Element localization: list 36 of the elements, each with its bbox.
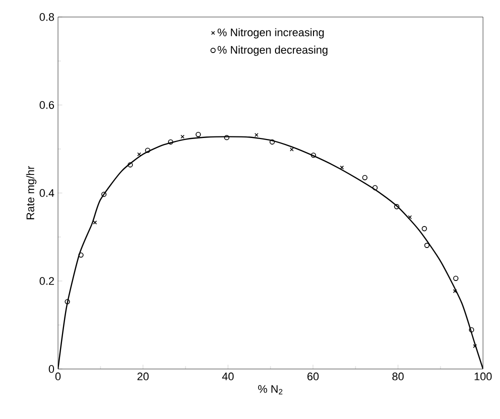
point	[137, 152, 142, 156]
x-tick-label: 60	[307, 372, 319, 380]
point	[394, 204, 400, 210]
y-tick-label: 0.2	[40, 277, 54, 285]
x-tick-label: 0	[55, 372, 61, 380]
point	[101, 192, 106, 197]
y-tick-label: 0	[48, 365, 54, 373]
x-tick-label: 40	[222, 372, 234, 380]
y-tick-label: 0.6	[40, 101, 54, 109]
y-axis-title: Rate mg/hr	[26, 166, 36, 220]
x-tick-label: 100	[474, 372, 492, 380]
point	[424, 242, 430, 248]
point	[472, 344, 477, 348]
point	[145, 148, 150, 153]
point	[128, 162, 133, 168]
legend-label: % Nitrogen increasing	[218, 28, 324, 38]
point	[196, 132, 201, 138]
point	[270, 139, 275, 145]
point	[453, 276, 458, 281]
y-tick-label: 0.8	[40, 13, 54, 21]
point	[310, 152, 316, 158]
x-tick-label: 20	[137, 372, 149, 380]
point	[224, 134, 230, 140]
point	[93, 220, 97, 224]
legend-label: % Nitrogen decreasing	[218, 46, 328, 56]
point	[468, 327, 474, 332]
point	[422, 226, 427, 232]
point	[254, 132, 258, 137]
x-axis-title: % N$_{2}$	[258, 385, 282, 394]
point	[64, 299, 70, 304]
point	[78, 252, 84, 258]
y-tick-label: 0.4	[40, 189, 54, 197]
point	[372, 185, 378, 190]
point	[362, 175, 368, 180]
x-tick-label: 80	[392, 372, 404, 380]
point	[168, 139, 174, 145]
